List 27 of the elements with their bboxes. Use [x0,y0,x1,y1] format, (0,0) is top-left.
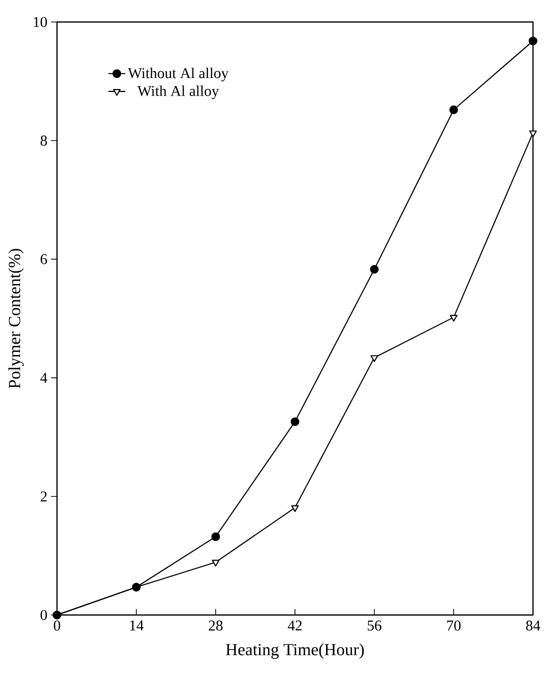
x-tick-label: 84 [526,620,540,631]
x-tick-label: 0 [54,620,60,631]
x-axis-title: Heating Time(Hour) [226,643,364,659]
x-tick-label: 28 [208,620,223,631]
x-tick-label: 14 [130,620,144,630]
legend-label: Without Al alloy [128,68,228,82]
x-tick-label: 42 [288,620,302,630]
y-axis-title: Polymer Content(%) [8,248,24,388]
y-tick-label: 6 [40,254,48,264]
point [449,105,458,114]
point [529,130,537,138]
point [370,355,378,362]
y-tick-label: 2 [40,491,47,502]
point [528,36,538,46]
point [212,560,220,567]
point [291,505,299,512]
legend-label: With Al alloy [137,86,219,100]
y-tick-label: 4 [40,372,48,383]
point [211,532,220,542]
point [290,417,300,426]
x-tick-label: 70 [447,620,461,631]
y-tick-label: 8 [40,136,47,146]
point [450,314,458,322]
y-tick-label: 0 [40,610,47,620]
x-tick-label: 56 [368,620,382,631]
y-tick-label: 10 [34,16,47,28]
point [370,264,379,274]
